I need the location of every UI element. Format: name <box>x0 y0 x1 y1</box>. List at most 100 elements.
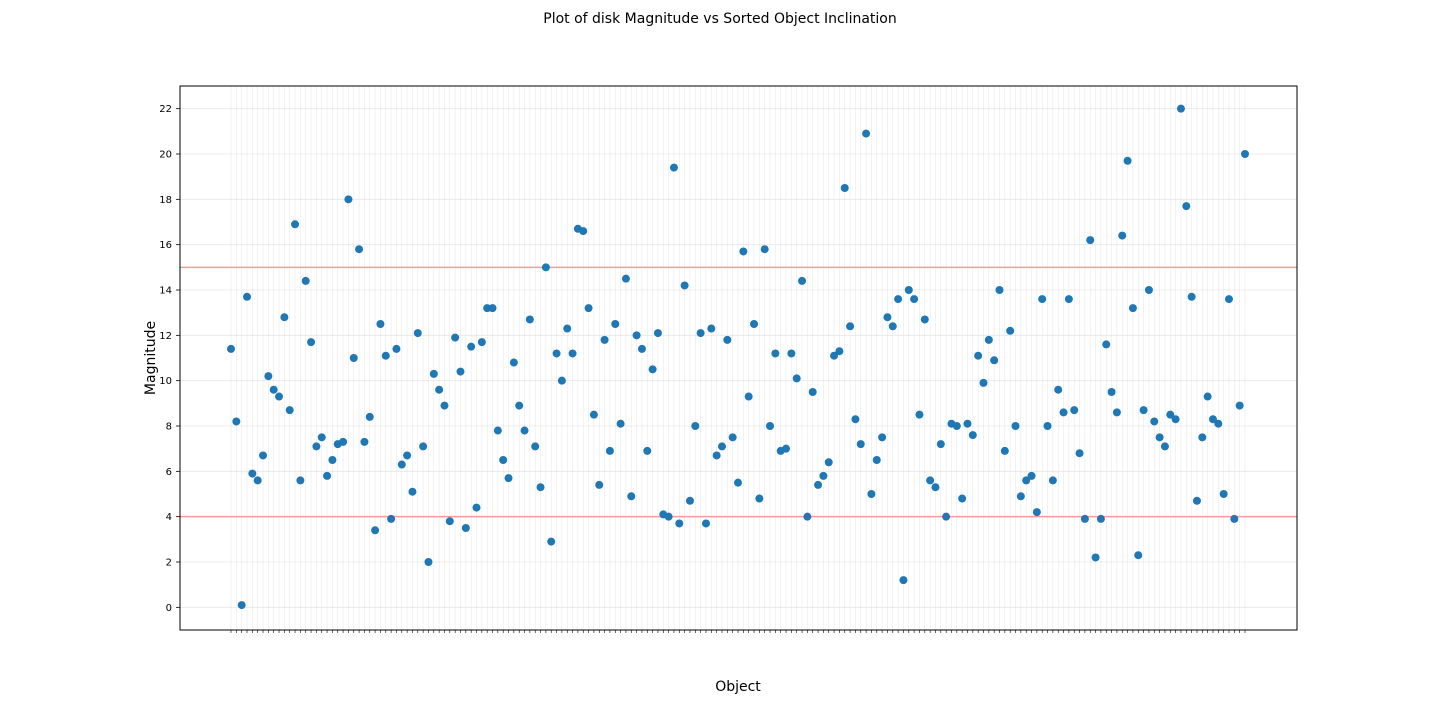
data-point <box>589 410 598 419</box>
data-point <box>269 385 278 394</box>
data-point <box>595 480 604 489</box>
data-point <box>643 446 652 455</box>
data-point <box>541 263 550 272</box>
data-point <box>477 338 486 347</box>
data-point <box>307 338 316 347</box>
data-point <box>990 356 999 365</box>
data-point <box>435 385 444 394</box>
data-point <box>856 440 865 449</box>
data-point <box>339 437 348 446</box>
data-point <box>1107 388 1116 396</box>
data-point <box>397 460 406 469</box>
plot-frame <box>179 85 1298 631</box>
data-point <box>627 492 636 501</box>
data-point <box>712 451 721 460</box>
data-point <box>1032 508 1041 517</box>
data-point <box>840 184 849 192</box>
data-point <box>520 426 529 435</box>
data-point <box>1043 422 1052 430</box>
data-point <box>584 304 593 313</box>
data-point <box>536 483 545 492</box>
x-axis-ticks <box>230 630 1246 633</box>
data-point <box>365 412 374 421</box>
data-point <box>243 292 252 301</box>
data-point <box>525 315 534 324</box>
data-point <box>611 320 620 328</box>
data-point <box>1187 292 1196 301</box>
data-point <box>605 446 614 455</box>
data-point <box>515 401 524 410</box>
data-point <box>675 519 684 528</box>
y-tick-label: 2 <box>166 558 172 569</box>
data-point <box>872 456 881 464</box>
y-tick-label: 18 <box>159 195 172 206</box>
data-point <box>376 320 385 328</box>
data-point <box>835 347 844 356</box>
data-point <box>419 442 428 451</box>
data-point <box>579 227 588 236</box>
y-axis-label: Magnitude <box>143 321 159 395</box>
data-point <box>1091 553 1100 562</box>
data-point <box>755 494 764 503</box>
data-point <box>1208 415 1217 424</box>
x-axis-label: Object <box>715 679 761 695</box>
data-point <box>1064 295 1073 304</box>
data-point <box>1000 446 1009 455</box>
data-point <box>1219 490 1228 498</box>
data-point <box>723 335 732 344</box>
data-point <box>1102 340 1111 349</box>
data-point <box>979 378 988 387</box>
data-point <box>493 426 502 435</box>
y-tick-label: 10 <box>159 376 172 387</box>
data-point <box>371 526 380 535</box>
y-tick-label: 12 <box>159 331 172 342</box>
data-point <box>851 415 860 424</box>
data-point <box>1198 433 1207 442</box>
data-point <box>1144 286 1153 294</box>
data-point <box>782 444 791 453</box>
data-point <box>296 476 305 485</box>
data-point <box>862 129 871 138</box>
data-point <box>301 276 310 285</box>
data-point <box>664 512 673 521</box>
data-point <box>1011 422 1020 430</box>
data-point <box>1112 408 1121 417</box>
data-point <box>509 358 518 367</box>
data-point <box>787 349 796 358</box>
data-point <box>824 458 833 467</box>
horizontal-gridlines <box>180 108 1297 608</box>
data-point <box>888 322 897 331</box>
data-point <box>280 313 289 322</box>
data-point <box>1027 471 1036 480</box>
data-point <box>878 433 887 442</box>
data-point <box>894 295 903 304</box>
data-point <box>323 471 332 480</box>
data-point <box>568 349 577 358</box>
data-point <box>621 274 630 283</box>
data-point <box>952 422 961 430</box>
data-point <box>600 335 609 344</box>
data-point <box>472 503 481 512</box>
data-point <box>1123 156 1132 165</box>
data-point <box>557 376 566 385</box>
data-point <box>1214 419 1223 428</box>
data-point <box>413 329 422 338</box>
data-point <box>968 431 977 440</box>
data-point <box>387 514 396 523</box>
data-point <box>563 324 572 333</box>
data-point <box>1054 385 1063 394</box>
data-point <box>285 406 294 415</box>
data-point <box>531 442 540 451</box>
data-point <box>1038 295 1047 304</box>
data-point <box>744 392 753 401</box>
data-point <box>685 496 694 505</box>
data-point <box>739 247 748 256</box>
data-point <box>707 324 716 333</box>
data-point <box>381 351 390 360</box>
data-point <box>1166 410 1175 419</box>
data-point <box>1134 551 1143 560</box>
data-point <box>696 329 705 338</box>
data-point <box>355 245 364 254</box>
data-point <box>1086 236 1095 245</box>
